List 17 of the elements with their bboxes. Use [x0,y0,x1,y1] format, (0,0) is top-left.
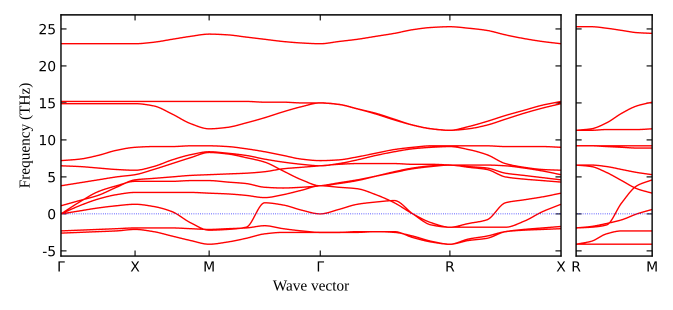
x-tick-label: R [572,261,581,272]
x-tick-label: Γ [58,261,65,272]
x-tick-label: Γ [318,261,324,272]
y-tick-label: 5 [48,172,55,182]
x-tick-label: M [648,261,657,272]
y-tick-label: -5 [42,246,55,256]
y-tick-label: 25 [39,24,55,34]
x-tick-label: X [556,261,566,272]
x-axis-title: Wave vector [272,280,350,291]
x-tick-label: R [446,261,454,272]
y-tick-label: 10 [40,134,56,146]
x-tick-label: X [130,261,140,272]
y-tick-label: 0 [48,208,56,220]
y-tick-label: 15 [40,98,55,108]
x-tick-label: M [204,261,214,272]
y-tick-label: 20 [39,60,56,72]
y-axis-title: Frequency (THz) [18,83,33,188]
